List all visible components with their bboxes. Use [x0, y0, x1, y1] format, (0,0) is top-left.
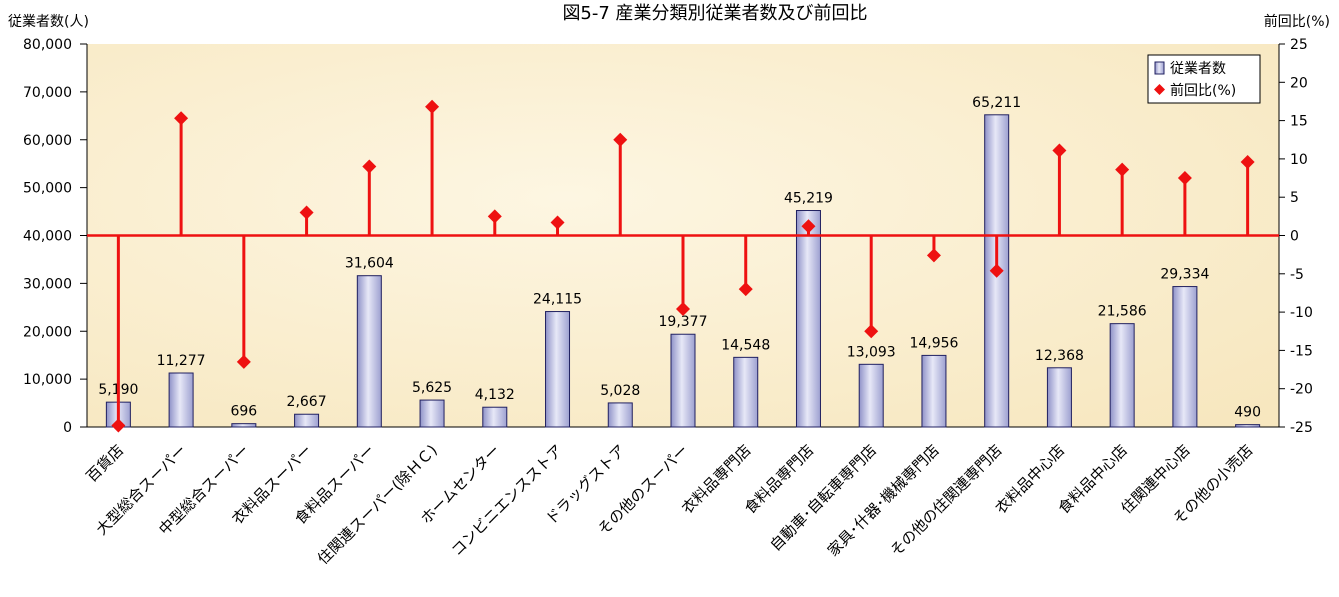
bar [1172, 286, 1198, 428]
bar-value-label: 5,625 [412, 380, 452, 396]
left-tick-label: 80,000 [23, 37, 72, 53]
left-tick-label: 10,000 [23, 372, 72, 388]
bar-value-label: 14,956 [909, 335, 958, 351]
bar-value-label: 11,277 [157, 353, 206, 369]
bar [168, 372, 194, 428]
right-tick-label: -5 [1290, 267, 1304, 283]
bar-series [105, 114, 1261, 428]
legend-bar-label: 従業者数 [1170, 61, 1226, 77]
bar-value-label: 65,211 [972, 95, 1021, 111]
category-label: 自動車･自転車専門店 [767, 441, 881, 555]
legend-box [1147, 54, 1261, 104]
chart-title: 図5-7 産業分類別従業者数及び前回比 [562, 3, 867, 24]
bar-value-label: 19,377 [659, 314, 708, 330]
bar-value-labels: 5,19011,2776962,66731,6045,6254,13224,11… [98, 95, 1261, 421]
left-axis: 80,000 70,000 60,000 50,000 40,000 30,000 20,0… [23, 37, 88, 436]
left-tick-label: 0 [63, 420, 72, 436]
legend: 従業者数 前回比(%) [1147, 54, 1261, 104]
ratio-marker [613, 132, 628, 147]
ratio-marker [425, 99, 440, 114]
bar-value-label: 4,132 [475, 387, 515, 403]
bar [858, 363, 884, 428]
category-label: 家具･什器･機械専門店 [824, 441, 943, 560]
right-tick-label: -10 [1290, 305, 1313, 321]
legend-ratio-label: 前回比(%) [1170, 82, 1236, 99]
right-tick-label: 10 [1290, 152, 1308, 168]
bar-value-label: 24,115 [533, 292, 582, 308]
left-tick-label: 30,000 [23, 276, 72, 292]
ratio-marker [299, 205, 314, 220]
category-axis-labels: 百貨店大型総合スーパー中型総合スーパー衣料品スーパー食料品スーパー住関連スーパー… [83, 441, 1257, 568]
category-label: その他の住関連専門店 [887, 441, 1006, 560]
bar [356, 275, 382, 428]
bar [795, 210, 821, 428]
bar-value-label: 5,028 [600, 383, 640, 399]
bar [733, 356, 759, 428]
ratio-marker [864, 324, 879, 339]
right-tick-label: 5 [1290, 190, 1299, 206]
bar [670, 333, 696, 428]
bar [607, 402, 633, 428]
ratio-marker [111, 418, 126, 433]
bar [419, 399, 445, 428]
ratio-marker [236, 354, 251, 369]
category-label: 百貨店 [83, 441, 128, 486]
bar-value-label: 14,548 [721, 337, 770, 353]
ratio-marker [174, 111, 189, 126]
bar-value-label: 12,368 [1035, 348, 1084, 364]
right-tick-label: 25 [1290, 37, 1308, 53]
bar-value-label: 29,334 [1160, 267, 1209, 283]
bar [482, 406, 508, 428]
bar [545, 311, 571, 428]
bar [1046, 367, 1072, 428]
legend-bar-swatch [1154, 61, 1165, 75]
left-axis-title: 従業者数(人) [8, 14, 89, 30]
bar-value-label: 490 [1234, 405, 1261, 421]
left-tick-label: 40,000 [23, 229, 72, 245]
bar-value-label: 21,586 [1098, 304, 1147, 320]
category-label: コンビニエンスストア [448, 441, 567, 560]
ratio-marker [1052, 143, 1067, 158]
ratio-marker [1177, 171, 1192, 186]
right-axis-title: 前回比(%) [1264, 13, 1330, 30]
ratio-series [111, 99, 1255, 433]
ratio-marker [926, 248, 941, 263]
legend-ratio-marker [1154, 84, 1165, 95]
left-tick-label: 20,000 [23, 324, 72, 340]
ratio-marker [487, 209, 502, 224]
bar-value-label: 31,604 [345, 256, 394, 272]
right-tick-label: 20 [1290, 75, 1308, 91]
right-tick-label: -20 [1290, 382, 1313, 398]
bar [1109, 323, 1135, 428]
ratio-marker [738, 282, 753, 297]
left-tick-label: 60,000 [23, 133, 72, 149]
bar-value-label: 2,667 [287, 394, 327, 410]
ratio-marker [362, 159, 377, 174]
right-tick-label: 0 [1290, 229, 1299, 245]
bar [921, 354, 947, 428]
bar [294, 413, 320, 428]
ratio-marker [989, 263, 1004, 278]
right-tick-label: -25 [1290, 420, 1313, 436]
bar-value-label: 45,219 [784, 191, 833, 207]
ratio-marker [1115, 162, 1130, 177]
right-tick-label: 15 [1290, 114, 1308, 130]
ratio-marker [676, 302, 690, 317]
bar-value-label: 13,093 [847, 344, 896, 360]
ratio-marker [801, 219, 816, 234]
bar-value-label: 696 [230, 404, 257, 420]
left-tick-label: 70,000 [23, 85, 72, 101]
right-tick-label: -15 [1290, 343, 1313, 359]
bar [1235, 424, 1261, 428]
ratio-marker [1240, 154, 1255, 169]
category-label: 住関連スーパー(除ＨＣ) [314, 441, 441, 568]
left-tick-label: 50,000 [23, 181, 72, 197]
ratio-marker [550, 215, 565, 230]
bar [231, 423, 257, 428]
